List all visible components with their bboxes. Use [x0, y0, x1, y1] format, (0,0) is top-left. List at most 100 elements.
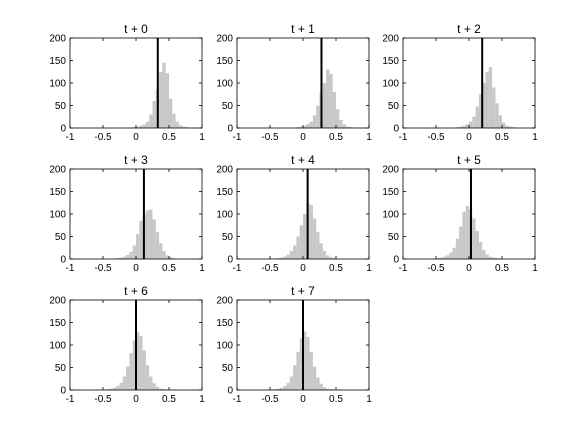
histogram-bar [109, 388, 113, 390]
histogram-bar [316, 105, 320, 128]
histogram-bar [112, 387, 117, 390]
y-tick-label: 0 [60, 386, 66, 397]
x-tick-label: 1 [199, 263, 205, 274]
histogram-bar [289, 250, 294, 259]
histogram-bar [279, 387, 284, 390]
x-tick-label: 0.5 [329, 394, 343, 405]
histogram-bar [488, 256, 493, 259]
histogram-bar [336, 109, 340, 128]
x-tick-label: 0 [133, 263, 139, 274]
histogram-bar [152, 219, 156, 259]
histogram-bar [139, 336, 143, 390]
histogram-bar [136, 332, 140, 390]
histogram-bar [488, 67, 493, 128]
histogram-bar [162, 62, 166, 128]
histogram-bar [139, 125, 143, 128]
histogram-bar [326, 69, 330, 128]
y-tick-label: 0 [227, 124, 233, 135]
x-tick-label: -1 [66, 394, 75, 405]
histogram-bar [185, 127, 189, 128]
y-tick-label: 200 [216, 165, 233, 176]
y-tick-label: 0 [60, 124, 66, 135]
histogram-bar [119, 257, 123, 259]
histogram-bar [505, 125, 509, 128]
histogram-bar [145, 365, 150, 390]
histogram-bar [492, 257, 496, 259]
y-tick-label: 200 [216, 34, 233, 45]
histogram-bar [452, 247, 456, 259]
histogram-bar [132, 245, 136, 259]
histogram-bar [149, 376, 153, 390]
histogram-bar [472, 218, 476, 259]
histogram-bar [145, 121, 150, 128]
histogram-bar [312, 218, 317, 259]
histogram-bar [286, 382, 290, 390]
x-tick-label: 0.5 [329, 263, 343, 274]
x-tick-label: -0.5 [261, 132, 279, 143]
histogram-bar [309, 205, 313, 259]
histogram-bar [162, 389, 166, 390]
y-tick-label: 50 [55, 232, 67, 243]
histogram-bar [178, 125, 183, 128]
panel-title: t + 6 [124, 284, 148, 298]
histogram-bar [312, 115, 317, 128]
y-tick-label: 100 [216, 341, 233, 352]
histogram-bar [502, 122, 506, 128]
histogram-bar [339, 119, 343, 128]
histogram-bar [175, 121, 179, 128]
histogram-bar [299, 126, 303, 128]
panel-title: t + 5 [457, 153, 481, 167]
histogram-bar [475, 106, 479, 128]
histogram-bar [296, 351, 300, 390]
x-tick-label: 1 [366, 132, 372, 143]
y-tick-label: 150 [49, 318, 66, 329]
histogram-bar [322, 250, 327, 259]
y-tick-label: 100 [216, 79, 233, 90]
x-tick-label: -0.5 [94, 132, 112, 143]
y-tick-label: 0 [227, 386, 233, 397]
histogram-bar [116, 258, 120, 259]
histogram-bar [485, 254, 489, 259]
x-tick-label: -1 [66, 263, 75, 274]
histogram-panel: -1 -0.5 0 0.5 1 0 50 100 150 200 t + 6 [49, 284, 205, 405]
histogram-panel: -1 -0.5 0 0.5 1 0 50 100 150 200 t + 3 [49, 153, 205, 274]
histogram-bar [155, 386, 160, 390]
histogram-bar [478, 241, 483, 259]
y-tick-label: 50 [388, 101, 400, 112]
x-tick-label: -0.5 [94, 394, 112, 405]
histogram-bar [289, 376, 294, 390]
histogram-bar [442, 256, 446, 259]
histogram-bar [306, 336, 310, 390]
histogram-bar [126, 366, 130, 390]
x-tick-label: 0 [300, 263, 306, 274]
histogram-bar [478, 94, 483, 128]
histogram-bar [475, 231, 479, 259]
histogram-bar [169, 257, 173, 259]
panel-title: t + 7 [291, 284, 315, 298]
x-tick-label: 1 [532, 263, 538, 274]
histogram-bar [329, 389, 333, 390]
histogram-panel: -1 -0.5 0 0.5 1 0 50 100 150 200 t + 0 [49, 22, 205, 143]
histogram-bar [142, 124, 146, 128]
histogram-bar [276, 388, 280, 390]
y-tick-label: 100 [216, 210, 233, 221]
y-tick-label: 100 [382, 210, 399, 221]
panel-title: t + 2 [457, 22, 481, 36]
histogram-bar [169, 98, 173, 128]
histogram-bar [498, 115, 502, 128]
y-tick-label: 100 [382, 79, 399, 90]
y-tick-label: 200 [49, 165, 66, 176]
histogram-bar [332, 258, 336, 259]
histogram-bar [182, 126, 186, 128]
y-tick-label: 200 [49, 296, 66, 307]
x-tick-label: 0 [300, 394, 306, 405]
histogram-bar [106, 389, 110, 390]
histogram-bar [326, 255, 330, 259]
y-tick-label: 150 [216, 187, 233, 198]
y-tick-label: 0 [393, 255, 399, 266]
x-tick-label: 0 [133, 394, 139, 405]
histogram-bar [316, 232, 320, 259]
y-tick-label: 150 [49, 187, 66, 198]
histogram-bar [316, 377, 320, 390]
panel-title: t + 4 [291, 153, 315, 167]
